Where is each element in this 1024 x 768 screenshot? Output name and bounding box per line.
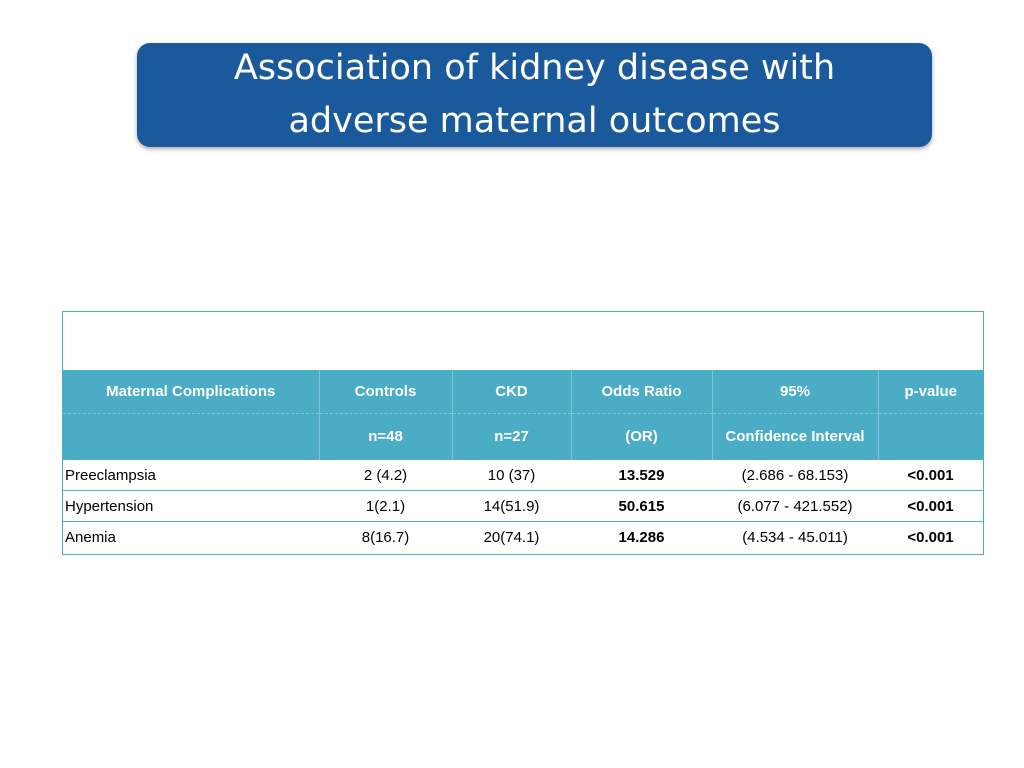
row-ckd: 20(74.1) — [452, 521, 571, 552]
row-ckd: 14(51.9) — [452, 490, 571, 522]
header-ckd-n: n=27 — [451, 413, 571, 460]
row-controls: 2 (4.2) — [319, 459, 452, 491]
row-controls: 1(2.1) — [319, 490, 452, 522]
header-ckd: CKD — [451, 370, 571, 414]
header-confidence-interval: Confidence Interval — [711, 413, 878, 460]
title-line-1: Association of kidney disease with — [233, 48, 836, 88]
row-odds-ratio: 14.286 — [571, 521, 712, 552]
table-row: Hypertension 1(2.1) 14(51.9) 50.615 (6.0… — [63, 490, 983, 522]
header-maternal-complications: Maternal Complications — [63, 370, 319, 414]
row-name: Anemia — [63, 521, 319, 552]
table-blank-row — [63, 312, 983, 370]
row-p-value: <0.001 — [878, 490, 983, 522]
row-confidence-interval: (6.077 - 421.552) — [712, 490, 878, 522]
header2-empty-1 — [63, 413, 319, 460]
slide-title: Association of kidney disease with adver… — [137, 42, 932, 148]
header-or-abbrev: (OR) — [570, 413, 712, 460]
table-header-row-1: Maternal Complications Controls CKD Odds… — [63, 370, 983, 414]
title-line-2: adverse maternal outcomes — [288, 101, 781, 141]
row-name: Hypertension — [63, 490, 319, 522]
row-ckd: 10 (37) — [452, 459, 571, 491]
table-header-row-2: n=48 n=27 (OR) Confidence Interval — [63, 413, 983, 460]
header-p-value: p-value — [877, 370, 983, 414]
row-odds-ratio: 13.529 — [571, 459, 712, 491]
header-odds-ratio: Odds Ratio — [570, 370, 712, 414]
row-name: Preeclampsia — [63, 459, 319, 491]
row-confidence-interval: (2.686 - 68.153) — [712, 459, 878, 491]
table-row: Anemia 8(16.7) 20(74.1) 14.286 (4.534 - … — [63, 521, 983, 552]
header-controls-n: n=48 — [318, 413, 452, 460]
header-controls: Controls — [318, 370, 452, 414]
table-row: Preeclampsia 2 (4.2) 10 (37) 13.529 (2.6… — [63, 459, 983, 491]
header2-empty-2 — [877, 413, 983, 460]
row-p-value: <0.001 — [878, 459, 983, 491]
row-confidence-interval: (4.534 - 45.011) — [712, 521, 878, 552]
row-controls: 8(16.7) — [319, 521, 452, 552]
row-p-value: <0.001 — [878, 521, 983, 552]
results-table: Maternal Complications Controls CKD Odds… — [62, 311, 984, 555]
title-banner: Association of kidney disease with adver… — [137, 43, 932, 147]
row-odds-ratio: 50.615 — [571, 490, 712, 522]
header-95: 95% — [711, 370, 878, 414]
